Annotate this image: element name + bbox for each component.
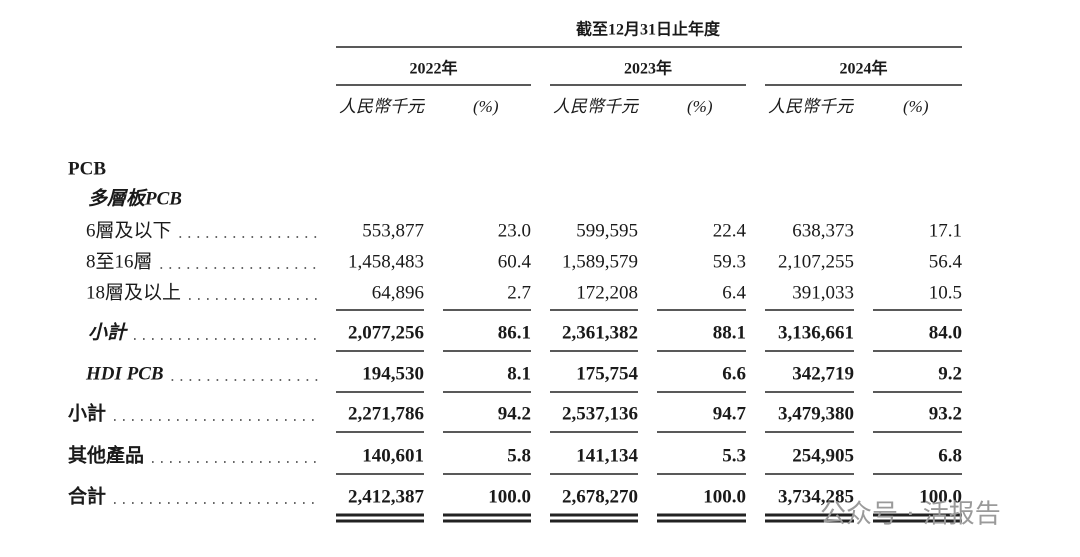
percent-cell: 22.4 (713, 220, 747, 241)
percent-cell: 100.0 (919, 486, 962, 507)
row-label: 多層板PCB (88, 187, 182, 209)
percent-cell: 9.2 (938, 363, 962, 384)
unit-label: 人民幣千元 (339, 97, 426, 116)
amount-cell: 194,530 (362, 363, 424, 384)
percent-cell: 93.2 (929, 403, 962, 424)
amount-cell: 2,077,256 (348, 322, 424, 343)
percent-cell: 59.3 (713, 251, 746, 272)
row-label: 其他產品 (68, 443, 144, 466)
amount-cell: 342,719 (792, 363, 854, 384)
percent-cell: 94.7 (713, 403, 747, 424)
percent-cell: 100.0 (488, 486, 531, 507)
amount-cell: 2,412,387 (348, 486, 425, 507)
percent-cell: 17.1 (929, 220, 962, 241)
amount-cell: 1,589,579 (562, 251, 638, 272)
amount-cell: 140,601 (362, 445, 424, 466)
amount-cell: 141,134 (576, 445, 638, 466)
row-label: HDI PCB (85, 363, 164, 384)
watermark: 公众号 · 活报告 (820, 500, 1001, 530)
unit-label: (%) (473, 97, 499, 116)
percent-cell: 86.1 (498, 322, 531, 343)
percent-cell: 10.5 (929, 282, 962, 303)
percent-cell: 6.8 (938, 445, 962, 466)
unit-label: 人民幣千元 (553, 97, 640, 116)
amount-cell: 2,107,255 (778, 251, 854, 272)
amount-cell: 638,373 (792, 220, 854, 241)
amount-cell: 553,877 (362, 220, 424, 241)
amount-cell: 3,479,380 (778, 403, 854, 424)
row-label: 小計 (68, 401, 106, 424)
percent-cell: 23.0 (498, 220, 531, 241)
amount-cell: 172,208 (576, 282, 638, 303)
row-label: 6層及以下 (86, 220, 172, 241)
unit-label: (%) (687, 97, 713, 116)
unit-label: (%) (903, 97, 929, 116)
amount-cell: 2,271,786 (348, 403, 424, 424)
amount-cell: 2,678,270 (562, 486, 638, 507)
amount-cell: 64,896 (372, 282, 424, 303)
amount-cell: 254,905 (792, 445, 854, 466)
year-header: 2023年 (624, 59, 672, 78)
amount-cell: 2,361,382 (562, 322, 638, 343)
amount-cell: 175,754 (576, 363, 638, 384)
amount-cell: 3,136,661 (778, 322, 854, 343)
row-label: 合計 (68, 484, 106, 507)
amount-cell: 2,537,136 (562, 403, 638, 424)
row-label: 18層及以上 (86, 281, 181, 303)
percent-cell: 2.7 (507, 282, 531, 303)
row-label: 8至16層 (86, 251, 153, 272)
unit-label: 人民幣千元 (768, 97, 855, 116)
percent-cell: 60.4 (498, 251, 532, 272)
percent-cell: 5.3 (722, 445, 746, 466)
percent-cell: 5.8 (507, 445, 531, 466)
amount-cell: 3,734,285 (778, 486, 854, 507)
percent-cell: 88.1 (713, 322, 746, 343)
row-label: PCB (68, 158, 106, 179)
amount-cell: 391,033 (792, 282, 854, 303)
amount-cell: 599,595 (576, 220, 638, 241)
percent-cell: 56.4 (929, 251, 963, 272)
period-header: 截至12月31日止年度 (576, 20, 721, 39)
percent-cell: 84.0 (929, 322, 962, 343)
percent-cell: 6.4 (722, 282, 746, 303)
row-label: 小計 (88, 321, 128, 343)
percent-cell: 94.2 (498, 403, 531, 424)
percent-cell: 100.0 (703, 486, 746, 507)
year-header: 2022年 (409, 59, 457, 78)
percent-cell: 8.1 (507, 363, 531, 384)
year-header: 2024年 (839, 59, 887, 78)
percent-cell: 6.6 (722, 363, 746, 384)
amount-cell: 1,458,483 (348, 251, 424, 272)
